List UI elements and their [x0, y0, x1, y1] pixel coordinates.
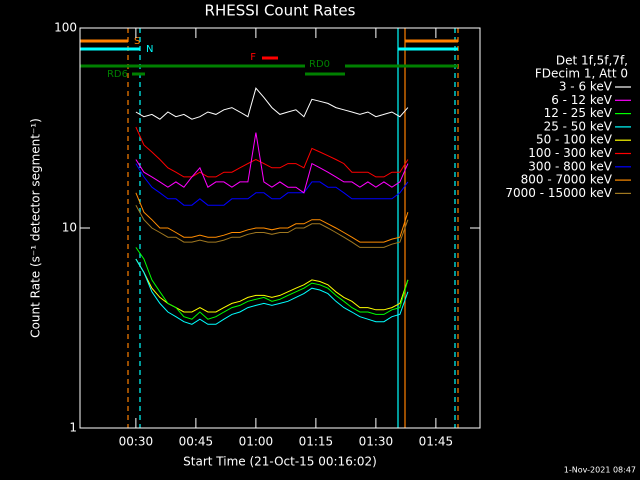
legend-header: Det 1f,5f,7f,	[556, 54, 628, 68]
series-line	[135, 258, 409, 313]
flag-label: F	[250, 52, 256, 63]
legend-label: 7000 - 15000 keV	[505, 186, 612, 200]
x-axis-label: Start Time (21-Oct-15 00:16:02)	[183, 455, 377, 469]
x-tick-label: 00:30	[119, 435, 154, 449]
series-line	[135, 192, 409, 243]
y-tick-label: 1	[69, 421, 77, 435]
flag-label: N	[146, 44, 153, 55]
series-line	[135, 163, 409, 206]
series-line	[135, 247, 409, 320]
y-tick-label: 100	[54, 21, 77, 35]
series-line	[135, 87, 409, 120]
legend-label: 12 - 25 keV	[544, 106, 613, 120]
legend-header: FDecim 1, Att 0	[535, 67, 628, 81]
timestamp: 1-Nov-2021 08:47	[564, 466, 636, 475]
legend-label: 50 - 100 keV	[536, 133, 613, 147]
legend-label: 300 - 800 keV	[528, 159, 612, 173]
x-tick-label: 01:45	[419, 435, 454, 449]
series-line	[135, 132, 409, 194]
legend-label: 3 - 6 keV	[559, 80, 613, 94]
legend-label: 25 - 50 keV	[544, 119, 613, 133]
x-tick-label: 01:30	[359, 435, 394, 449]
y-axis-label: Count Rate (s⁻¹ detector segment⁻¹)	[29, 118, 43, 338]
series-line	[135, 204, 409, 248]
legend-label: 100 - 300 keV	[528, 146, 612, 160]
flag-label: RD0	[309, 59, 330, 70]
y-tick-label: 10	[62, 221, 77, 235]
x-tick-label: 00:45	[179, 435, 214, 449]
series-line	[135, 126, 409, 178]
flag-label: RD6	[107, 69, 128, 80]
legend-label: 6 - 12 keV	[551, 93, 613, 107]
series-line	[135, 258, 409, 325]
flag-label: S	[134, 36, 140, 47]
chart-title: RHESSI Count Rates	[205, 2, 356, 20]
x-tick-label: 01:00	[239, 435, 274, 449]
x-tick-label: 01:15	[299, 435, 334, 449]
legend-label: 800 - 7000 keV	[521, 173, 613, 187]
